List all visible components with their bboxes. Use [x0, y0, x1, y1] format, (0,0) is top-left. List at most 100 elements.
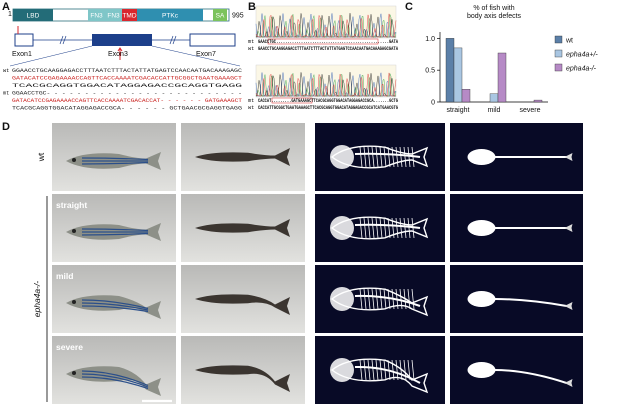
- stripe: [81, 161, 149, 165]
- sequence: GAACCTGCAAGGAGACCTTTAATCTTTACTATTATGAGTC…: [258, 46, 399, 52]
- rib: [359, 359, 363, 381]
- x-tick-label: severe: [519, 107, 540, 114]
- stripe: [81, 376, 149, 390]
- seq-tag: mt: [3, 91, 9, 97]
- stripe: [81, 228, 149, 232]
- rib: [383, 146, 387, 168]
- tail: [564, 302, 573, 310]
- skeleton: [330, 287, 429, 317]
- rib: [391, 288, 395, 310]
- spine: [494, 298, 567, 307]
- exon-label: Exon7: [196, 51, 216, 58]
- chromatogram: [255, 64, 397, 98]
- chart-title: body axis defects: [467, 13, 522, 20]
- exon-label: Exon1: [12, 51, 32, 58]
- deletion-box: [267, 38, 379, 45]
- rib: [387, 146, 391, 168]
- seq-tag: mt: [248, 39, 254, 45]
- rib: [359, 217, 363, 239]
- stripe: [81, 232, 149, 236]
- trace: [255, 13, 397, 38]
- legend-label: wt: [565, 38, 573, 45]
- y-tick-label: 1.0: [425, 36, 435, 43]
- rib: [399, 146, 403, 168]
- rib: [411, 146, 415, 168]
- rib: [411, 288, 415, 310]
- skull: [330, 145, 354, 169]
- rib: [407, 146, 411, 168]
- skeleton: [330, 145, 429, 169]
- domain: [122, 9, 137, 21]
- exon: [92, 34, 152, 46]
- fish-dorsal: [195, 294, 290, 315]
- x-tick-label: straight: [447, 107, 470, 114]
- rib: [383, 288, 387, 310]
- legend-swatch: [554, 63, 563, 72]
- rib: [363, 288, 367, 310]
- seq-tag: wt: [248, 46, 254, 52]
- skull: [467, 149, 496, 165]
- rib: [391, 146, 395, 168]
- spine: [494, 369, 567, 384]
- skull: [467, 291, 496, 307]
- rib: [375, 217, 379, 239]
- rib: [371, 288, 375, 310]
- rib: [375, 288, 379, 310]
- tail: [564, 153, 573, 161]
- rib: [383, 217, 387, 239]
- sequence: GAACCTGC................................…: [258, 39, 399, 45]
- rib: [403, 359, 407, 381]
- domain-label: FN3: [90, 13, 103, 20]
- stripe: [81, 157, 149, 161]
- rib: [399, 217, 403, 239]
- chromatogram: [255, 5, 397, 39]
- stripe: [81, 302, 149, 311]
- rib: [359, 288, 363, 310]
- fish-dorsal: [195, 365, 290, 392]
- y-tick-label: 0.5: [425, 68, 435, 75]
- seq-tag: mt: [248, 98, 254, 104]
- stripe: [81, 305, 149, 313]
- rib: [395, 146, 399, 168]
- rib: [403, 146, 407, 168]
- eye: [72, 158, 76, 162]
- tail: [564, 379, 573, 387]
- skull: [330, 216, 354, 240]
- rib: [403, 217, 407, 239]
- sequence: TCACGCAGGTGGACATAGGAGACCGCA- - - - - - G…: [12, 106, 242, 112]
- rib: [383, 359, 387, 381]
- rib: [363, 146, 367, 168]
- row-label: straight: [56, 200, 87, 210]
- rib: [379, 288, 383, 310]
- fish-dorsal: [195, 148, 290, 166]
- tail: [564, 224, 573, 232]
- stripe: [81, 370, 149, 387]
- eye: [72, 229, 76, 233]
- rib: [399, 359, 403, 381]
- bar: [489, 93, 499, 103]
- eye: [72, 371, 76, 375]
- zoom-lines: [9, 45, 241, 67]
- rib: [371, 146, 375, 168]
- bar: [497, 52, 507, 103]
- skeleton: [330, 216, 429, 240]
- seq-tag: wt: [3, 68, 9, 74]
- rib: [387, 288, 391, 310]
- skull: [467, 362, 496, 378]
- rib: [407, 217, 411, 239]
- row-label: severe: [56, 342, 83, 352]
- rib: [363, 359, 367, 381]
- domain: [105, 9, 122, 21]
- rib: [407, 288, 411, 310]
- rib: [367, 217, 371, 239]
- skull: [467, 220, 496, 236]
- trace: [255, 72, 397, 97]
- domain-label: PTKc: [162, 13, 179, 20]
- rib: [395, 288, 399, 310]
- skeleton: [330, 358, 429, 394]
- rib: [403, 288, 407, 310]
- domain: [137, 9, 203, 21]
- sequence: GATACATCCGAGAAAACCAGTTCACCAAAATCGACACCAT…: [12, 76, 242, 82]
- rib: [387, 359, 391, 381]
- skull: [330, 287, 354, 311]
